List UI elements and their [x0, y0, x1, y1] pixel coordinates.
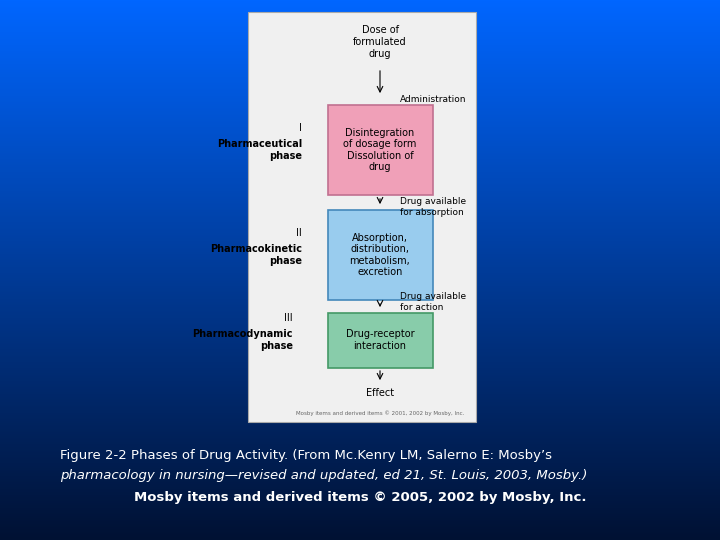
Text: Dose of
formulated
drug: Dose of formulated drug — [354, 25, 407, 59]
Text: II: II — [296, 228, 302, 238]
Text: Absorption,
distribution,
metabolism,
excretion: Absorption, distribution, metabolism, ex… — [350, 233, 410, 278]
Text: Drug available
for absorption: Drug available for absorption — [400, 197, 466, 217]
Text: Administration: Administration — [400, 96, 467, 105]
FancyBboxPatch shape — [328, 105, 433, 195]
Text: I: I — [299, 123, 302, 133]
Text: III: III — [284, 313, 293, 323]
Text: Effect: Effect — [366, 388, 394, 398]
Text: Pharmacodynamic
phase: Pharmacodynamic phase — [192, 329, 293, 351]
Text: Pharmacokinetic
phase: Pharmacokinetic phase — [210, 244, 302, 266]
FancyBboxPatch shape — [328, 313, 433, 368]
Text: Figure 2-2 Phases of Drug Activity. (From Mc.Kenry LM, Salerno E: Mosby’s: Figure 2-2 Phases of Drug Activity. (Fro… — [60, 449, 552, 462]
Text: Mosby items and derived items © 2001, 2002 by Mosby, Inc.: Mosby items and derived items © 2001, 20… — [296, 410, 464, 416]
Text: Pharmaceutical
phase: Pharmaceutical phase — [217, 139, 302, 161]
FancyBboxPatch shape — [248, 12, 476, 422]
FancyBboxPatch shape — [328, 210, 433, 300]
Text: Drug-receptor
interaction: Drug-receptor interaction — [346, 329, 414, 351]
Text: pharmacology in nursing—revised and updated, ed 21, St. Louis, 2003, Mosby.): pharmacology in nursing—revised and upda… — [60, 469, 588, 483]
Text: Drug available
for action: Drug available for action — [400, 292, 466, 312]
Text: Disintegration
of dosage form
Dissolution of
drug: Disintegration of dosage form Dissolutio… — [343, 127, 417, 172]
Text: Mosby items and derived items © 2005, 2002 by Mosby, Inc.: Mosby items and derived items © 2005, 20… — [134, 490, 586, 503]
